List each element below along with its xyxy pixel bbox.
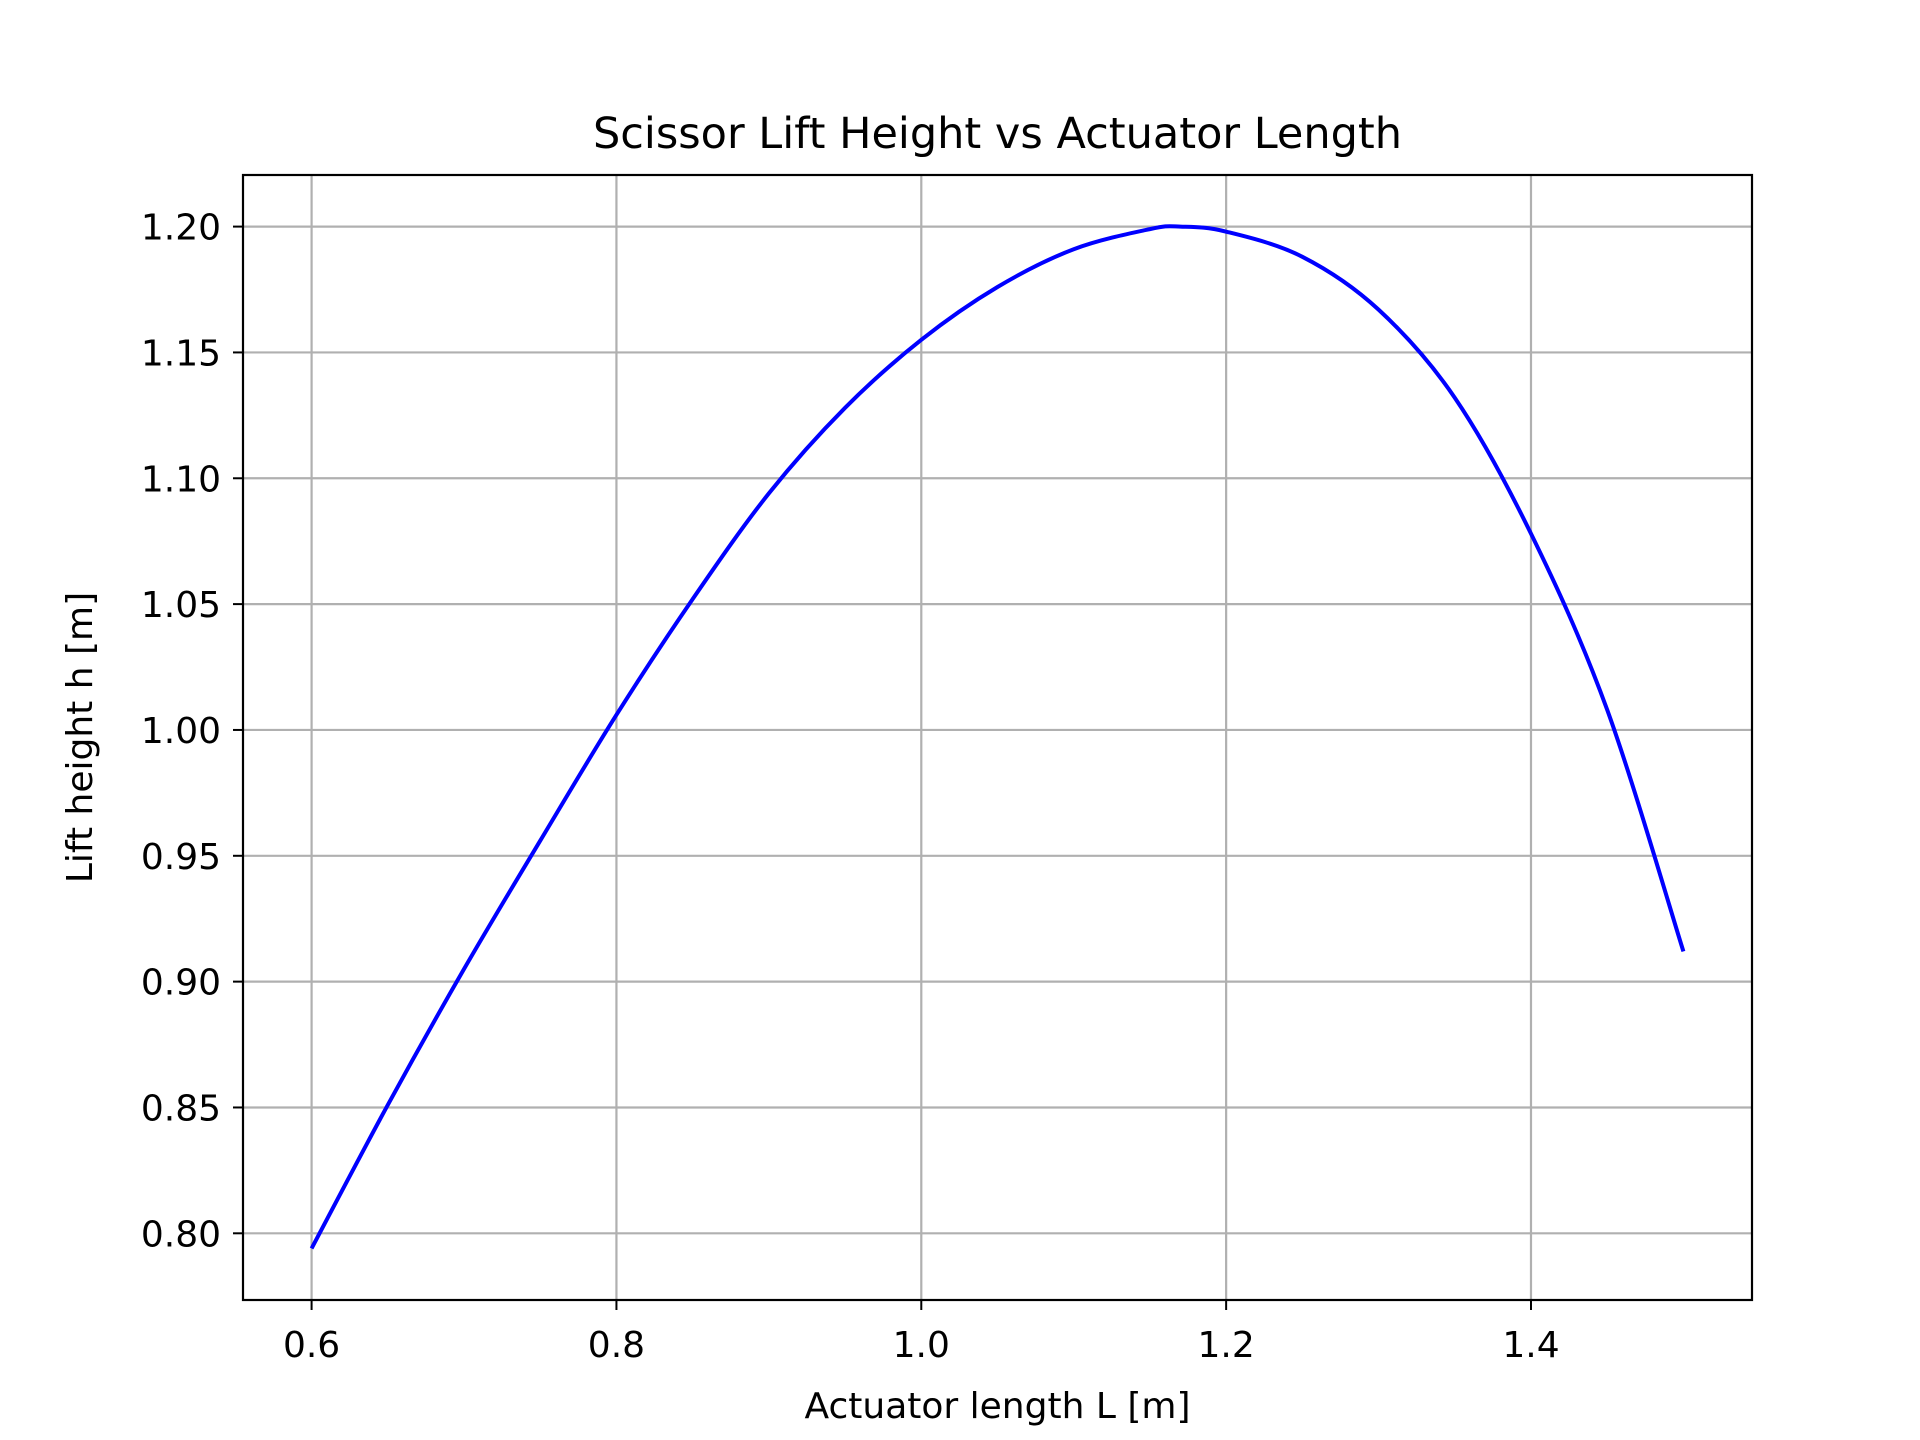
y-tick-label: 1.00 [141,711,221,752]
x-tick-label: 1.4 [1502,1325,1559,1366]
series-layer [309,224,1686,1250]
x-tick-label: 1.2 [1198,1325,1255,1366]
chart-title: Scissor Lift Height vs Actuator Length [593,109,1402,159]
x-axis-label: Actuator length L [m] [804,1386,1190,1427]
y-tick-label: 0.95 [141,837,221,878]
y-tick-label: 1.20 [141,208,221,249]
y-tick-label: 0.85 [141,1088,221,1129]
y-tick-label: 0.80 [141,1214,221,1255]
x-tick-label: 1.0 [893,1325,950,1366]
grid [243,175,1752,1300]
y-tick-label: 1.05 [141,585,221,626]
plot-frame [241,173,1754,1302]
x-tick-label: 0.6 [283,1325,340,1366]
y-tick-label: 0.90 [141,963,221,1004]
x-tick-label: 0.8 [588,1325,645,1366]
y-tick-label: 1.10 [141,459,221,500]
y-tick-label: 1.15 [141,333,221,374]
series-line [309,224,1686,1250]
ticks: 0.6 0.8 1.0 1.2 1.4 0.80 0.85 0.90 0.95 1.00 1.05 1… [141,208,1560,1366]
y-axis-label: Lift height h [m] [60,592,101,883]
